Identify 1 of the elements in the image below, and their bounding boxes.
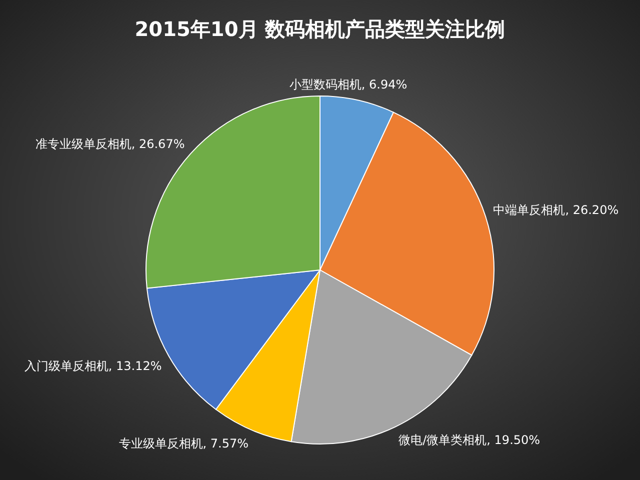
title: 2015年10月 数码相机产品类型关注比例: [134, 17, 506, 41]
